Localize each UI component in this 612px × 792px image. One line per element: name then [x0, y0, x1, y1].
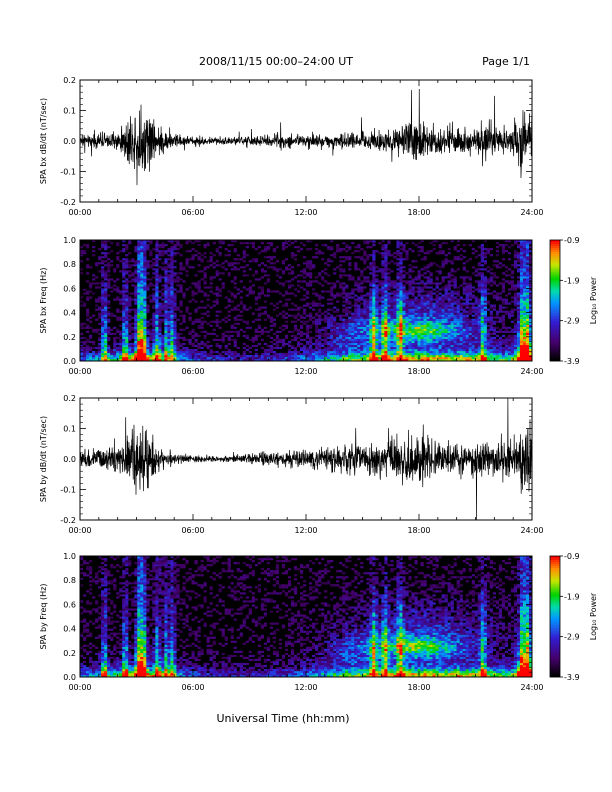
- colorbar-tick-label: -1.9: [564, 276, 580, 285]
- x-tick-label: 18:00: [407, 208, 430, 217]
- colorbar-label: Log₁₀ Power: [589, 592, 598, 640]
- x-tick-label: 12:00: [294, 208, 317, 217]
- x-tick-label: 00:00: [68, 526, 91, 535]
- colorbar-tick-label: -2.9: [564, 317, 580, 326]
- y-tick-label: 0.2: [63, 76, 76, 85]
- x-tick-label: 24:00: [520, 526, 543, 535]
- colorbar-frame: [549, 239, 561, 362]
- y-axis-label: SPA by Freq (Hz): [39, 584, 48, 650]
- spectrogram-cells: [80, 240, 533, 362]
- y-tick-label: 0.1: [63, 107, 76, 116]
- x-tick-label: 12:00: [294, 367, 317, 376]
- y-tick-label: 0.2: [63, 649, 76, 658]
- panel-4-axes: 00:00 06:00 12:00 18:00 24:00 1.0 0.8 0.6 0.4 0.2…: [39, 552, 544, 692]
- x-tick-label: 12:00: [294, 526, 317, 535]
- y-tick-label: 0.0: [63, 673, 76, 682]
- colorbar-tick-label: -2.9: [564, 633, 580, 642]
- colorbar-tick-label: -0.9: [564, 552, 580, 561]
- colorbar-tick-label: -1.9: [564, 592, 580, 601]
- y-tick-label: 0.2: [63, 394, 76, 403]
- y-tick-label: 0.6: [63, 600, 76, 609]
- x-tick-label: 06:00: [181, 367, 204, 376]
- x-tick-label: 00:00: [68, 208, 91, 217]
- panel-2-axes: 00:00 06:00 12:00 18:00 24:00 1.0 0.8 0.6 0.4 0.2…: [39, 236, 544, 376]
- x-tick-label: 06:00: [181, 683, 204, 692]
- x-tick-label: 24:00: [520, 367, 543, 376]
- x-tick-label: 18:00: [407, 367, 430, 376]
- y-tick-label: 0.0: [63, 137, 76, 146]
- y-tick-label: 0.8: [63, 260, 76, 269]
- colorbar: -0.9 -1.9 -2.9 -3.9 Log₁₀ Power: [549, 236, 598, 366]
- page-number: Page 1/1: [482, 55, 530, 68]
- x-tick-label: 24:00: [520, 208, 543, 217]
- waveform-series: [80, 88, 532, 186]
- x-axis-label: Universal Time (hh:mm): [217, 712, 350, 725]
- colorbar: -0.9 -1.9 -2.9 -3.9 Log₁₀ Power: [549, 552, 598, 682]
- x-tick-label: 00:00: [68, 683, 91, 692]
- x-tick-label: 18:00: [407, 683, 430, 692]
- y-tick-label: 0.8: [63, 576, 76, 585]
- y-tick-label: -0.1: [60, 168, 76, 177]
- y-tick-label: -0.2: [60, 516, 76, 525]
- y-tick-label: 0.6: [63, 284, 76, 293]
- colorbar-tick-label: -3.9: [564, 673, 580, 682]
- colorbar-frame: [549, 555, 561, 678]
- y-axis-label: SPA bx dB/dt (nT/sec): [39, 98, 48, 184]
- x-tick-label: 06:00: [181, 526, 204, 535]
- y-tick-label: -0.1: [60, 486, 76, 495]
- x-tick-label: 06:00: [181, 208, 204, 217]
- figure-title: 2008/11/15 00:00–24:00 UT: [199, 55, 353, 68]
- x-tick-label: 18:00: [407, 526, 430, 535]
- y-tick-label: 0.4: [63, 309, 76, 318]
- x-tick-label: 00:00: [68, 367, 91, 376]
- colorbar-tick-label: -3.9: [564, 357, 580, 366]
- y-tick-label: 0.1: [63, 425, 76, 434]
- y-tick-label: 0.0: [63, 357, 76, 366]
- x-tick-label: 12:00: [294, 683, 317, 692]
- y-axis-label: SPA bx Freq (Hz): [39, 268, 48, 334]
- y-tick-label: 0.0: [63, 455, 76, 464]
- x-tick-label: 24:00: [520, 683, 543, 692]
- y-axis-label: SPA by dB/dt (nT/sec): [39, 416, 48, 502]
- waveform-series: [80, 398, 532, 520]
- y-tick-label: 0.2: [63, 333, 76, 342]
- y-tick-label: 0.4: [63, 625, 76, 634]
- panel-3-axes: 00:00 06:00 12:00 18:00 24:00 0.2 0.1 0.0 -0.1 -0…: [39, 394, 544, 535]
- colorbar-tick-label: -0.9: [564, 236, 580, 245]
- spectrogram-cells: [80, 556, 533, 678]
- colorbar-label: Log₁₀ Power: [589, 276, 598, 324]
- panel-1-axes: 00:00 06:00 12:00 18:00 24:00 0.2 0.1 0.0 -0.1 -0…: [39, 76, 544, 217]
- y-tick-label: 1.0: [63, 236, 76, 245]
- y-tick-label: -0.2: [60, 198, 76, 207]
- y-tick-label: 1.0: [63, 552, 76, 561]
